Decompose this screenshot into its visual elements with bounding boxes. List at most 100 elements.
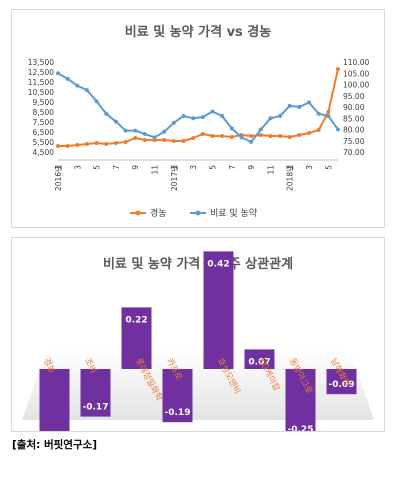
data-point-fertilizer <box>84 88 89 93</box>
data-point-gyeongnong <box>56 144 60 148</box>
bar <box>39 369 70 479</box>
series-line-fertilizer <box>57 72 339 143</box>
data-point-fertilizer <box>316 111 321 116</box>
left-axis-tick-label: 8,500 <box>33 108 55 117</box>
data-point-fertilizer <box>181 114 186 118</box>
bar <box>203 251 234 369</box>
data-point-fertilizer <box>94 99 99 104</box>
data-point-gyeongnong <box>220 134 225 138</box>
data-point-gyeongnong <box>316 128 321 132</box>
data-point-fertilizer <box>65 76 70 81</box>
data-point-fertilizer <box>152 135 157 140</box>
data-point-fertilizer <box>123 128 128 133</box>
right-axis-tick-label: 100.00 <box>343 81 369 90</box>
bar <box>80 369 111 417</box>
left-axis-tick-label: 7,500 <box>33 118 55 127</box>
left-axis-tick-label: 5,500 <box>33 138 55 147</box>
data-point-fertilizer <box>307 100 312 105</box>
left-axis-tick-label: 9,500 <box>33 98 55 107</box>
data-point-fertilizer <box>278 114 283 118</box>
data-point-gyeongnong <box>287 135 292 139</box>
data-point-gyeongnong <box>162 138 167 142</box>
bar <box>326 369 357 395</box>
right-axis-tick-label: 95.00 <box>343 92 365 101</box>
data-point-gyeongnong <box>142 138 147 142</box>
data-point-gyeongnong <box>191 136 196 140</box>
bar-chart-title: 비료 및 농약 가격 관련주 상관관계 <box>103 256 293 272</box>
right-axis-tick-label: 105.00 <box>343 69 369 78</box>
line-chart: 비료 및 농약 가격 vs 경농 4,5005,5006,5007,5008,50… <box>28 24 370 219</box>
x-axis-tick-label: 1 2017년 <box>169 165 179 194</box>
x-axis-tick-label: 3 <box>305 165 314 170</box>
x-axis-tick-label: 1 2016년 <box>53 165 63 194</box>
source-note: [출처: 버핏연구소] <box>12 439 98 451</box>
x-axis-tick-label: 11 <box>151 165 160 175</box>
data-point-fertilizer <box>239 135 244 140</box>
x-axis-tick-label: 1 2018년 <box>285 165 295 194</box>
x-axis-tick-label: 3 <box>73 165 82 170</box>
data-point-fertilizer <box>297 105 302 109</box>
bar <box>121 307 152 369</box>
x-axis-tick-label: 5 <box>324 165 333 170</box>
data-point-gyeongnong <box>113 141 118 145</box>
left-axis-tick-label: 10,500 <box>28 88 54 97</box>
data-point-gyeongnong <box>297 133 302 137</box>
data-point-fertilizer <box>75 83 80 88</box>
data-point-fertilizer <box>133 128 138 133</box>
data-point-gyeongnong <box>94 141 99 145</box>
right-axis-tick-label: 110.00 <box>343 58 369 67</box>
data-point-gyeongnong <box>258 133 263 137</box>
data-point-fertilizer <box>191 116 196 121</box>
x-axis-tick-label: 7 <box>228 165 237 170</box>
data-point-fertilizer <box>326 114 331 118</box>
bar-chart-panel: 비료 및 농약 가격 관련주 상관관계-0.39경농-0.17조비0.22롯데정… <box>11 237 385 479</box>
data-point-fertilizer <box>249 139 254 144</box>
left-axis-tick-label: 11,500 <box>28 78 54 87</box>
data-point-fertilizer <box>162 129 167 134</box>
bar-value-label: -0.09 <box>329 380 355 390</box>
data-point-gyeongnong <box>336 67 340 71</box>
line-chart-panel: 비료 및 농약 가격 vs 경농 4,500 5,500 6,500 7,500 8,50… <box>11 9 385 228</box>
data-point-gyeongnong <box>278 134 283 138</box>
data-point-fertilizer <box>113 119 118 124</box>
data-point-fertilizer <box>142 132 147 136</box>
data-point-gyeongnong <box>104 142 109 146</box>
legend-marker <box>135 210 141 216</box>
data-point-gyeongnong <box>133 136 138 140</box>
data-point-gyeongnong <box>326 110 331 114</box>
data-point-fertilizer <box>210 109 215 114</box>
left-axis-tick-label: 6,500 <box>33 128 55 137</box>
bar <box>244 349 275 369</box>
bar-value-label: -0.19 <box>165 408 191 418</box>
data-point-fertilizer <box>268 116 273 121</box>
data-point-fertilizer <box>104 111 109 116</box>
data-point-gyeongnong <box>200 132 205 136</box>
data-point-gyeongnong <box>229 135 234 139</box>
bar-value-label: 0.22 <box>125 315 147 325</box>
chart-floor <box>22 350 374 420</box>
data-point-fertilizer <box>258 127 263 132</box>
x-axis-tick-label: 5 <box>208 165 217 170</box>
legend-entry: 비료 및 농약 <box>210 207 257 219</box>
bar-value-label: 0.42 <box>207 259 229 269</box>
bar-chart: 비료 및 농약 가격 관련주 상관관계-0.39경농-0.17조비0.22롯데정… <box>22 251 374 479</box>
data-point-fertilizer <box>171 120 176 125</box>
right-axis-tick-label: 75.00 <box>343 137 365 146</box>
data-point-gyeongnong <box>123 140 128 144</box>
x-axis-tick-label: 3 <box>189 165 198 170</box>
data-point-fertilizer <box>200 115 205 120</box>
data-point-gyeongnong <box>65 144 70 148</box>
data-point-gyeongnong <box>171 139 176 143</box>
data-point-fertilizer <box>287 103 292 108</box>
data-point-gyeongnong <box>75 143 80 147</box>
left-axis-tick-label: 12,500 <box>28 68 54 77</box>
right-axis-tick-label: 70.00 <box>343 148 365 157</box>
data-point-fertilizer <box>220 114 225 118</box>
x-axis-tick-label: 9 <box>247 165 256 170</box>
line-chart-title: 비료 및 농약 가격 vs 경농 <box>125 24 272 40</box>
x-axis-tick-label: 5 <box>93 165 102 170</box>
left-axis-tick-label: 13,500 <box>28 58 54 67</box>
right-axis-tick-label: 85.00 <box>343 114 365 123</box>
data-point-gyeongnong <box>181 139 186 143</box>
bar-value-label: 0.07 <box>248 357 270 367</box>
